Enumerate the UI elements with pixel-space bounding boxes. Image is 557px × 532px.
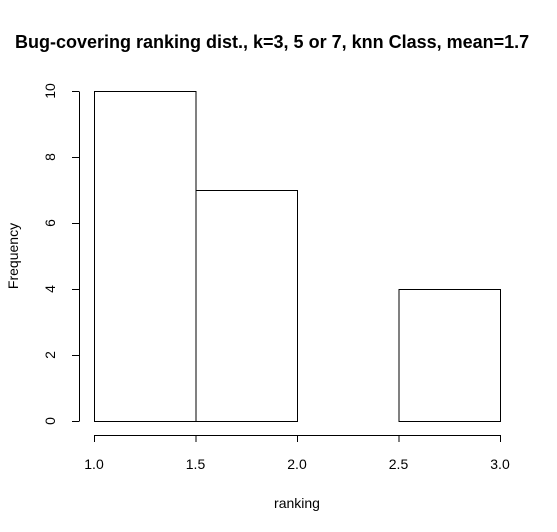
y-tick-label-2: 4 (42, 285, 58, 293)
y-tick-label-3: 6 (42, 219, 58, 227)
chart-title: Bug-covering ranking dist., k=3, 5 or 7,… (15, 32, 529, 52)
x-tick-label-0: 1.0 (84, 456, 104, 472)
x-tick-label-4: 3.0 (490, 456, 510, 472)
histogram-bar-0 (94, 91, 197, 422)
y-tick-label-1: 2 (42, 351, 58, 359)
y-axis: 0 2 4 6 8 10 (42, 83, 80, 425)
bars-group (94, 91, 501, 422)
x-tick-label-1: 1.5 (186, 456, 206, 472)
x-axis: 1.0 1.5 2.0 2.5 3.0 (84, 435, 510, 472)
y-tick-label-4: 8 (42, 153, 58, 161)
y-tick-label-0: 0 (42, 417, 58, 425)
histogram-bar-3 (398, 289, 501, 422)
x-axis-label: ranking (274, 495, 320, 511)
histogram-bar-1 (195, 190, 298, 422)
y-tick-label-5: 10 (42, 83, 58, 99)
x-tick-label-3: 2.5 (389, 456, 409, 472)
x-tick-label-2: 2.0 (287, 456, 307, 472)
y-axis-label: Frequency (5, 223, 21, 289)
